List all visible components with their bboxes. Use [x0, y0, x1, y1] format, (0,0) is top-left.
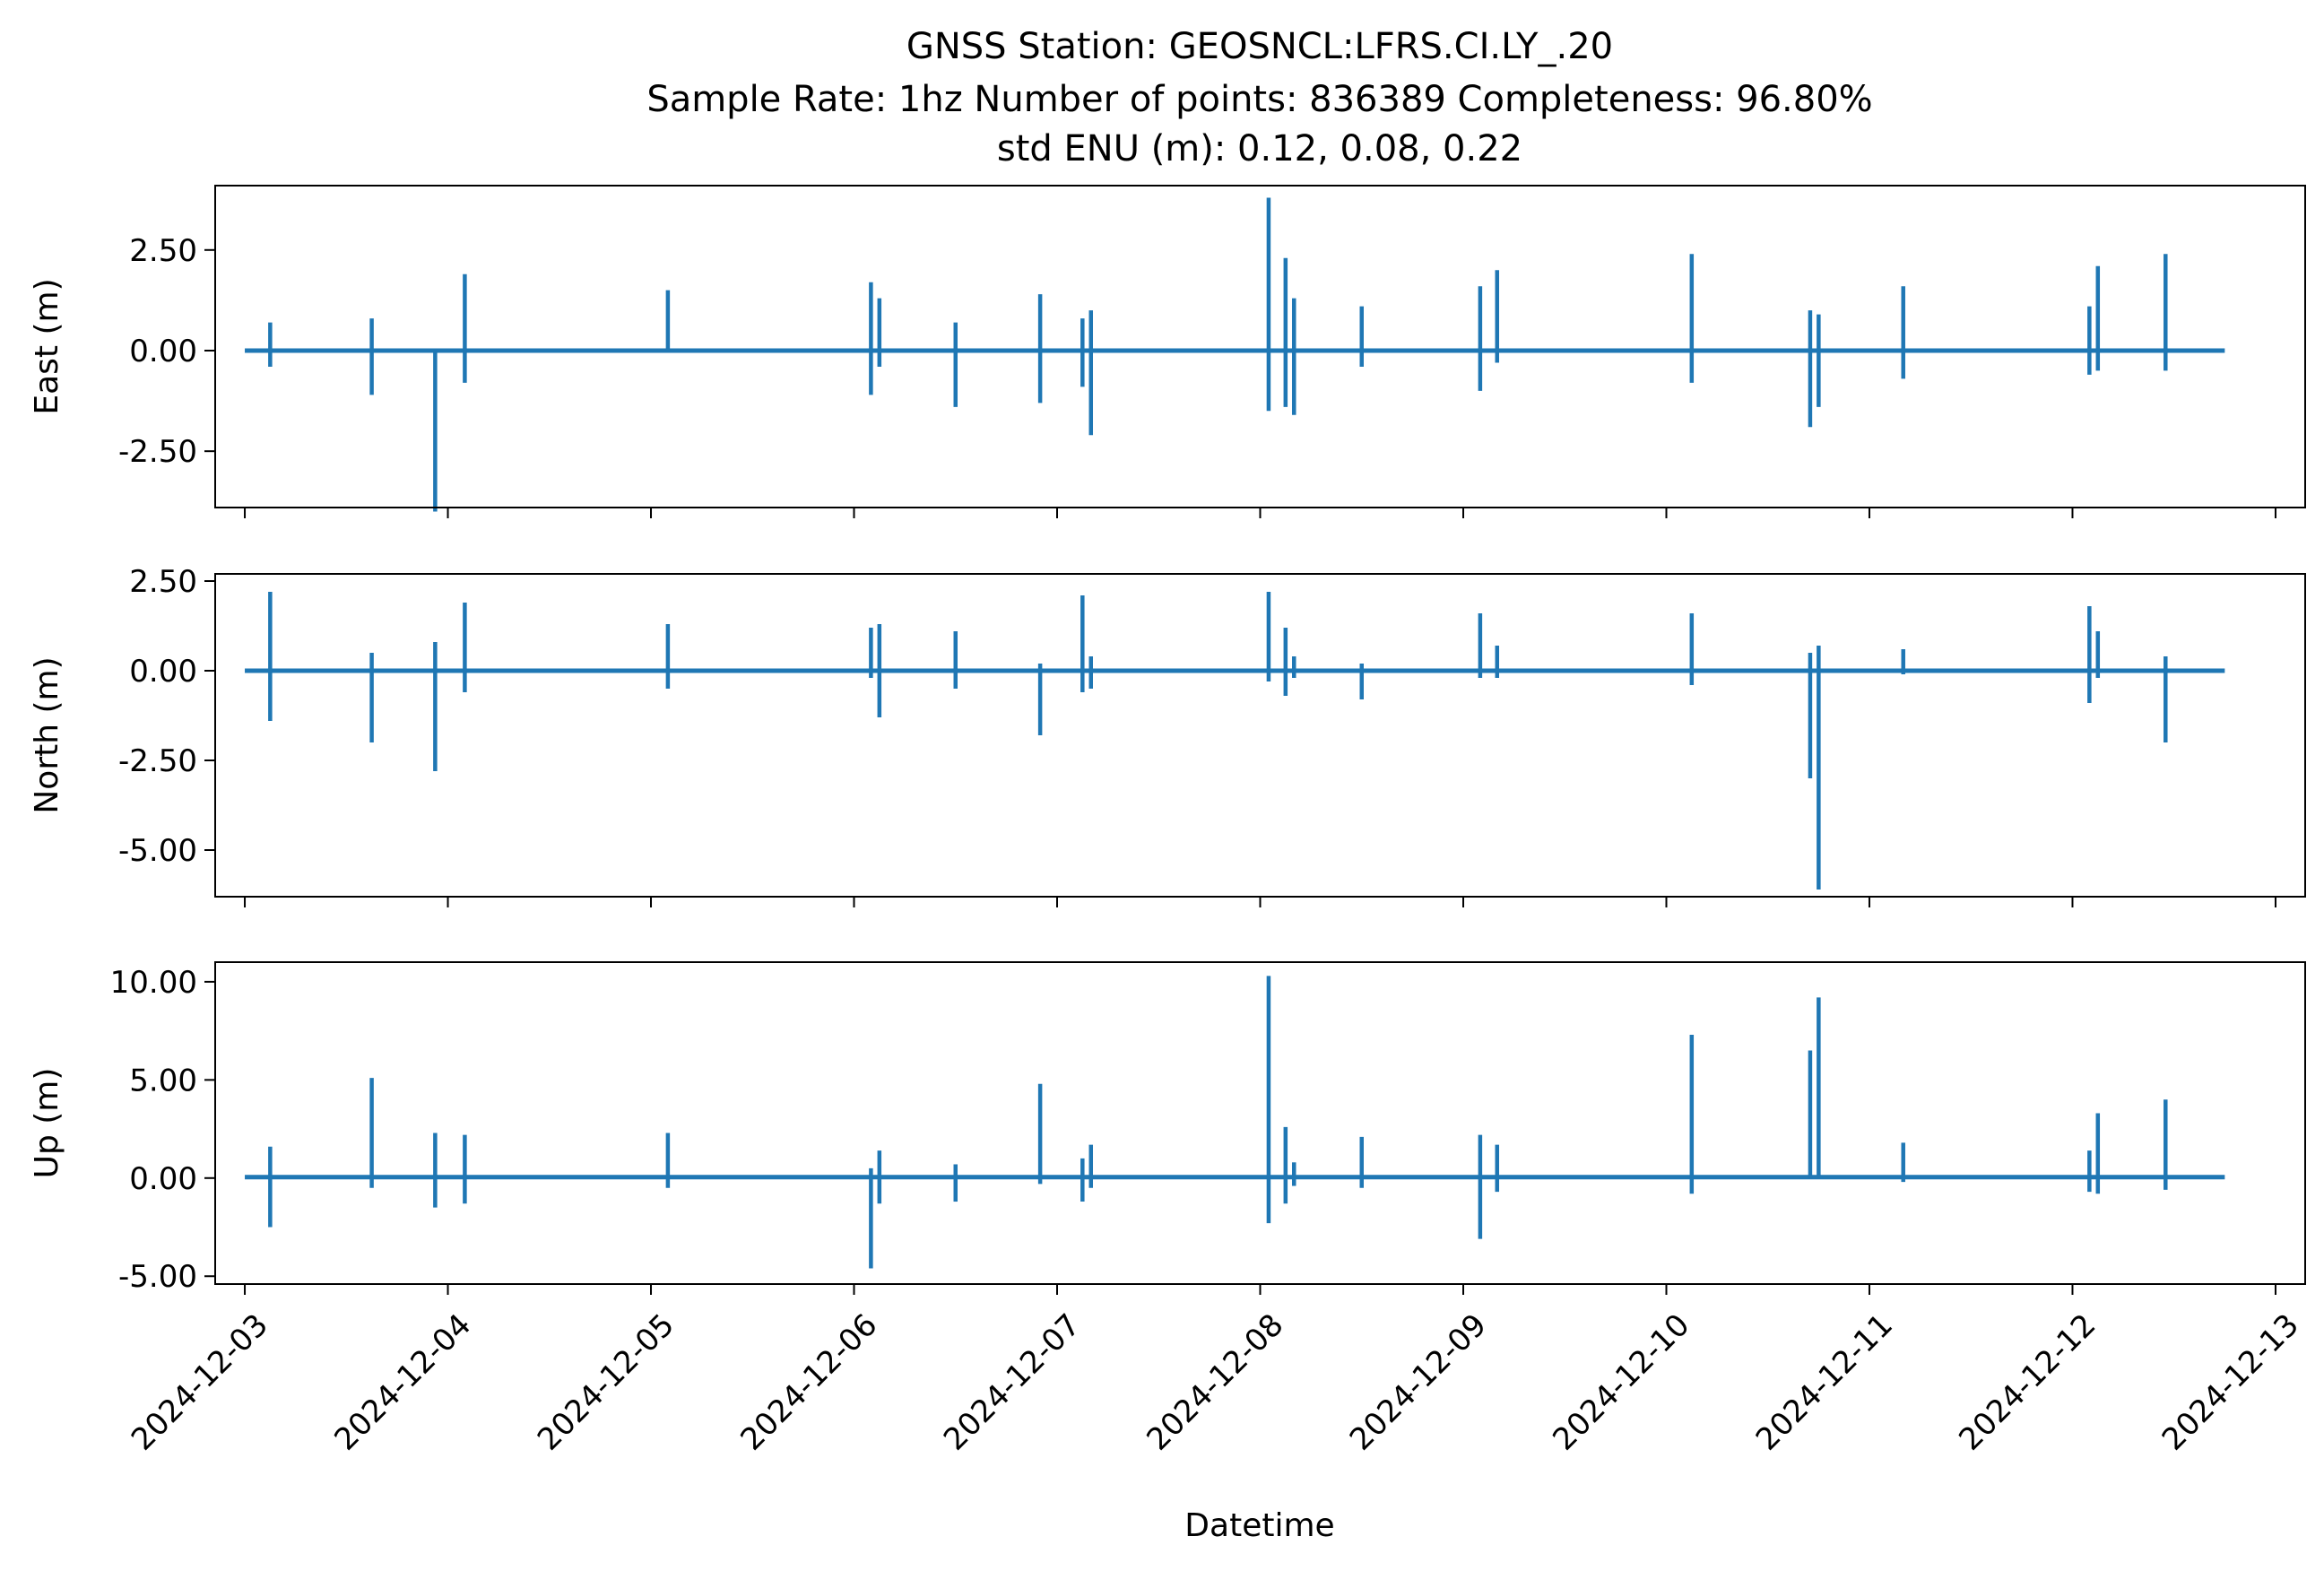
x-axis-label: Datetime — [1184, 1507, 1334, 1544]
up-ytick-label-3: 10.00 — [110, 965, 197, 1001]
subplot-north: -5.00 -2.50 0.00 2.50 North (m) — [29, 564, 2306, 907]
east-ytick-label-0: -2.50 — [118, 434, 197, 470]
up-ytick-label-1: 0.00 — [129, 1161, 197, 1197]
north-ytick-label-0: -5.00 — [118, 833, 197, 869]
subplot-east: -2.50 0.00 2.50 East (m) — [29, 185, 2306, 518]
up-ytick-label-2: 5.00 — [129, 1063, 197, 1098]
chart-title-line-3: std ENU (m): 0.12, 0.08, 0.22 — [997, 128, 1522, 169]
north-ytick-label-2: 0.00 — [129, 654, 197, 690]
chart-title-line-1: GNSS Station: GEOSNCL:LFRS.CI.LY_.20 — [906, 26, 1613, 67]
north-ytick-label-3: 2.50 — [129, 564, 197, 600]
up-ytick-label-0: -5.00 — [118, 1259, 197, 1295]
chart-title-line-2: Sample Rate: 1hz Number of points: 83638… — [646, 79, 1872, 120]
north-ytick-label-1: -2.50 — [118, 743, 197, 779]
up-y-axis-label: Up (m) — [29, 1068, 65, 1179]
east-ytick-label-1: 0.00 — [129, 334, 197, 369]
east-y-axis-label: East (m) — [29, 278, 65, 414]
east-ytick-label-2: 2.50 — [129, 233, 197, 269]
north-y-axis-label: North (m) — [29, 656, 65, 813]
